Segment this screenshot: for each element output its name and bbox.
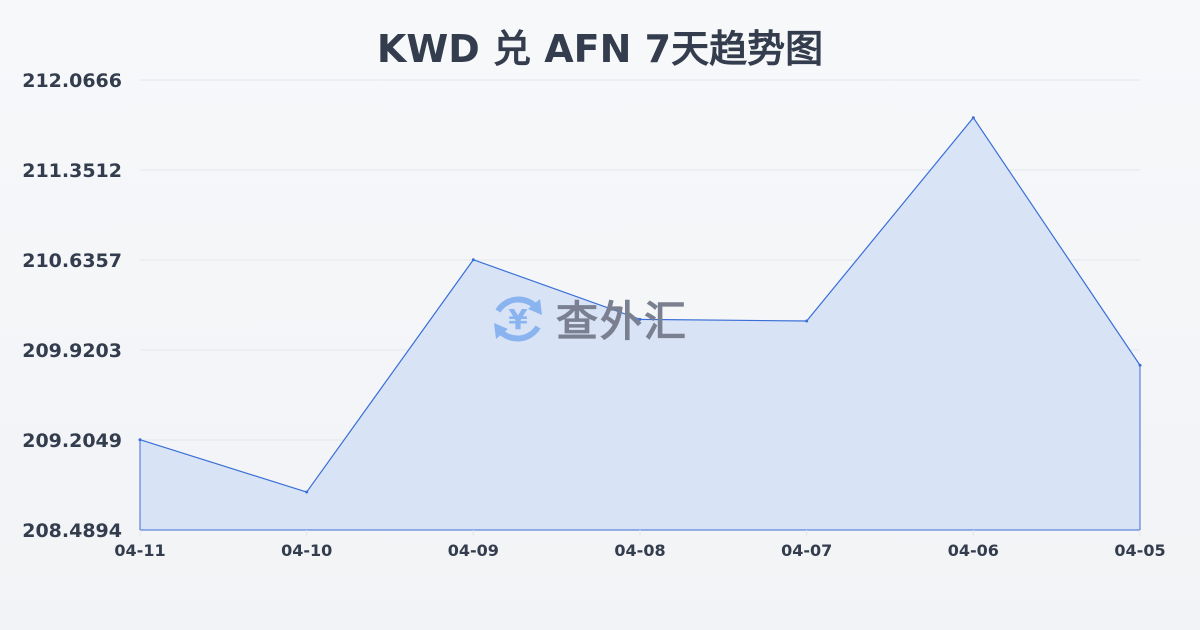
x-tick-label: 04-09	[448, 541, 499, 560]
data-point	[805, 319, 809, 323]
watermark-text: 查外汇	[556, 297, 689, 346]
data-point	[471, 258, 475, 262]
x-tick-label: 04-06	[948, 541, 999, 560]
data-point	[638, 317, 642, 321]
data-point	[305, 490, 309, 494]
data-point	[138, 438, 142, 442]
y-tick-label: 209.2049	[22, 430, 122, 452]
watermark: ¥ 查外汇	[488, 288, 688, 349]
svg-text:¥: ¥	[508, 303, 528, 336]
area-fill	[140, 117, 1140, 531]
data-point	[971, 116, 975, 120]
x-tick-label: 04-07	[781, 541, 832, 560]
x-tick-label: 04-05	[1114, 541, 1165, 560]
chart-title: KWD 兑 AFN 7天趋势图	[376, 27, 824, 71]
x-tick-label: 04-08	[614, 541, 665, 560]
x-tick-label: 04-10	[281, 541, 332, 560]
y-tick-label: 209.9203	[22, 340, 122, 362]
y-tick-label: 212.0666	[22, 70, 122, 92]
y-tick-label: 211.3512	[22, 160, 122, 182]
yen-exchange-icon: ¥	[494, 295, 542, 342]
y-tick-label: 210.6357	[22, 250, 122, 272]
x-tick-label: 04-11	[114, 541, 165, 560]
y-tick-label: 208.4894	[22, 520, 122, 542]
data-point	[1138, 363, 1142, 367]
